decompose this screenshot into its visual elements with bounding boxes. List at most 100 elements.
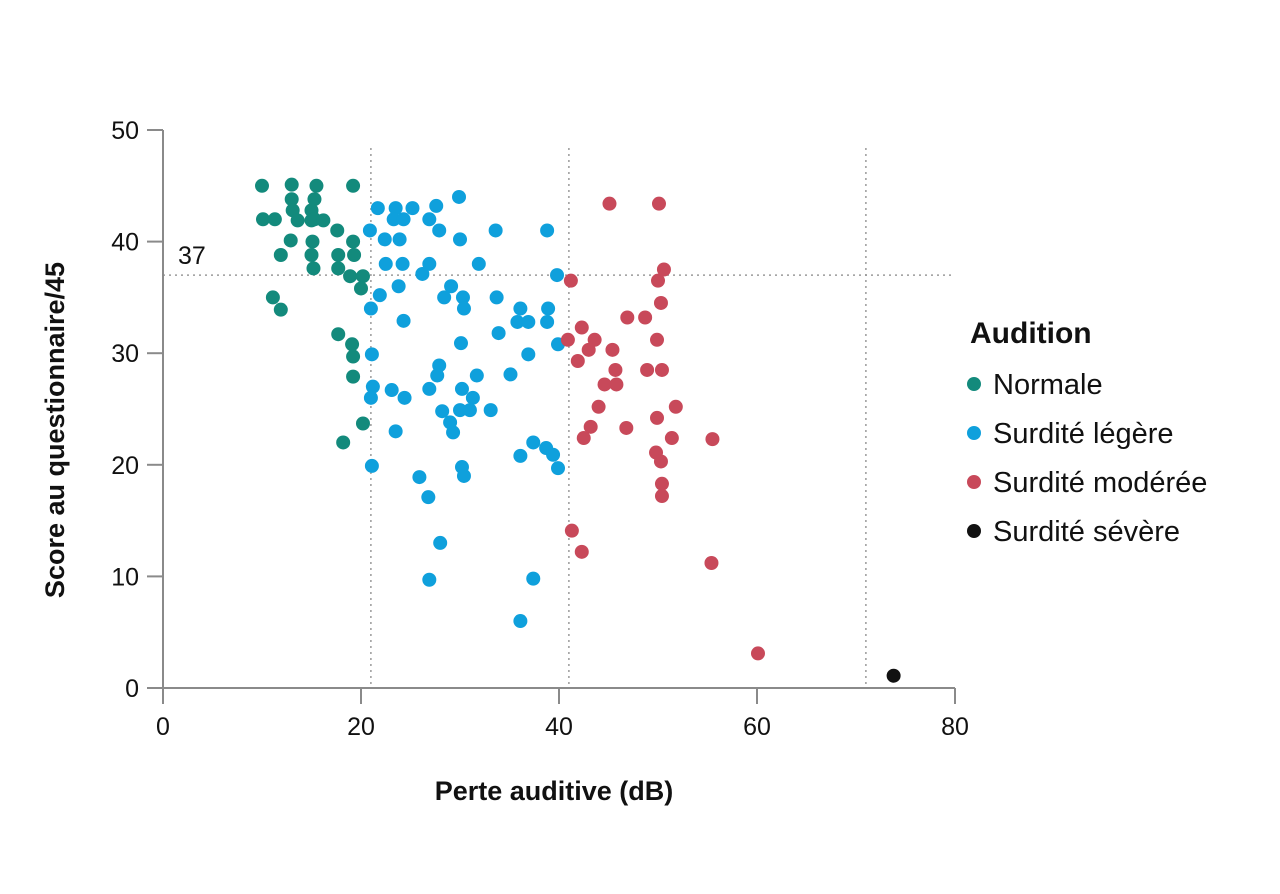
data-point (392, 232, 407, 247)
data-point (471, 256, 486, 271)
data-point (640, 362, 655, 377)
data-point (576, 431, 591, 446)
data-point (454, 381, 469, 396)
legend-label: Surdité modérée (993, 467, 1207, 499)
data-point (513, 614, 528, 629)
data-point (654, 489, 669, 504)
data-point (386, 212, 401, 227)
data-point (422, 572, 437, 587)
data-point (455, 290, 470, 305)
data-point (750, 646, 765, 661)
data-point (540, 314, 555, 329)
data-point (306, 261, 321, 276)
data-point (541, 301, 556, 316)
data-point (397, 390, 412, 405)
data-point (452, 189, 467, 204)
data-point (488, 223, 503, 238)
data-point (355, 416, 370, 431)
y-tick-label: 50 (111, 117, 139, 145)
data-point (363, 390, 378, 405)
data-point (421, 490, 436, 505)
data-point (255, 178, 269, 193)
data-point (372, 288, 387, 303)
data-point (668, 399, 683, 414)
legend: Audition Normale Surdité légère Surdité mo… (967, 317, 1207, 548)
data-point (395, 256, 410, 271)
data-point (437, 290, 452, 305)
data-point (336, 435, 351, 450)
data-point (365, 379, 380, 394)
legend-title: Audition (970, 317, 1092, 350)
reference-line-label: 37 (178, 242, 206, 270)
data-point (273, 302, 288, 317)
series-normale (255, 177, 370, 450)
series-surdit-l-g-re (362, 189, 566, 629)
data-point (391, 279, 406, 294)
data-point (284, 192, 299, 207)
data-point (377, 232, 392, 247)
data-point (638, 310, 653, 325)
data-point (370, 201, 385, 216)
data-point (540, 223, 555, 238)
data-point (583, 419, 598, 434)
data-point (489, 290, 504, 305)
data-point (430, 368, 445, 383)
data-point (343, 269, 358, 284)
data-point (653, 454, 668, 469)
data-point (331, 327, 346, 342)
data-point (705, 432, 720, 447)
y-tick-label: 10 (111, 563, 139, 591)
data-point (364, 458, 379, 473)
x-tick-label: 20 (347, 713, 375, 741)
data-point (412, 470, 427, 485)
data-point (453, 336, 468, 351)
series-surdit-mod-r-e (560, 196, 765, 661)
data-point (551, 461, 566, 476)
data-point (651, 273, 665, 288)
data-point (886, 668, 901, 683)
data-point (331, 261, 346, 276)
data-point (513, 448, 528, 463)
data-point (602, 196, 617, 211)
data-point (574, 544, 589, 559)
data-point (309, 178, 324, 193)
data-point (283, 233, 298, 248)
data-point (574, 320, 589, 335)
data-point (546, 447, 561, 462)
points-layer (255, 177, 901, 683)
data-point (422, 212, 437, 227)
data-point (255, 212, 270, 227)
x-tick-label: 40 (545, 713, 573, 741)
data-point (608, 362, 623, 377)
data-point (433, 535, 448, 550)
data-point (591, 399, 606, 414)
data-point (388, 201, 403, 216)
data-point (304, 247, 319, 262)
x-tick-label: 0 (156, 713, 170, 741)
data-point (656, 262, 671, 277)
data-point (384, 383, 399, 398)
x-tick-label: 60 (743, 713, 771, 741)
data-point (453, 232, 467, 247)
data-point (267, 212, 282, 227)
data-point (564, 523, 579, 538)
data-point (620, 310, 635, 325)
data-point (513, 301, 528, 316)
grid-layer (163, 148, 955, 688)
data-point (446, 425, 461, 440)
data-point (305, 234, 320, 249)
data-point (654, 362, 669, 377)
data-point (432, 223, 447, 238)
data-point (609, 377, 624, 392)
axes-layer: 0 10 20 30 40 50 0 20 40 60 80 (111, 117, 969, 741)
x-tick-label: 80 (941, 713, 969, 741)
data-point (491, 326, 506, 341)
data-point (550, 268, 565, 283)
data-point (330, 223, 345, 238)
y-tick-label: 40 (111, 229, 139, 257)
x-axis-title: Perte auditive (dB) (435, 776, 674, 806)
data-point (605, 342, 620, 357)
data-point (346, 178, 361, 193)
y-tick-label: 0 (125, 675, 139, 703)
data-point (415, 266, 430, 281)
